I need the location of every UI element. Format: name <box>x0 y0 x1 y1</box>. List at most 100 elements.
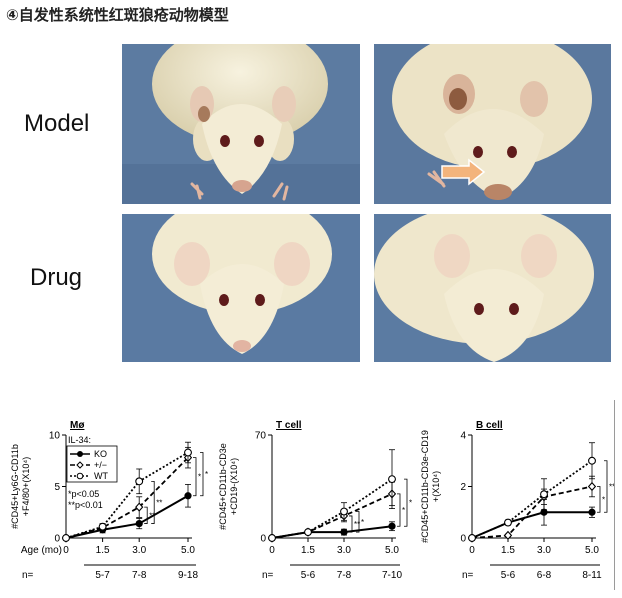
legend-marker <box>77 451 83 457</box>
legend-label: KO <box>94 449 107 459</box>
ear-lesion <box>198 106 210 122</box>
significance-note: **p<0.01 <box>68 500 103 510</box>
significance-bracket <box>597 486 601 513</box>
n-value: 5-6 <box>501 570 516 581</box>
series-line-WT <box>471 460 593 539</box>
series-line-KO <box>271 525 393 539</box>
x-tick-label: 0 <box>469 545 475 556</box>
data-point <box>504 518 512 527</box>
data-point <box>540 490 548 499</box>
significance-mark: * <box>205 470 208 479</box>
significance-note: *p<0.05 <box>68 489 99 499</box>
n-value: 7-8 <box>132 570 147 581</box>
n-value: 9-18 <box>178 570 198 581</box>
series-line-WT <box>271 478 393 539</box>
data-point <box>184 492 192 500</box>
y-tick-label: 0 <box>460 534 466 545</box>
n-value: 5-7 <box>95 570 110 581</box>
data-point <box>184 448 192 457</box>
significance-mark: * <box>409 499 412 508</box>
significance-bracket <box>356 511 360 533</box>
chart-macrophage: Mø 0 5 10 #CD45+Ly6G-CD11b+F4/80+(X10⁴) 0 1.5 3… <box>10 420 208 581</box>
significance-mark: * <box>602 495 605 504</box>
figure-heading: ④自发性系统性红斑狼疮动物模型 <box>6 6 229 24</box>
y-tick-label: 4 <box>460 431 466 442</box>
significance-mark: * <box>361 518 364 527</box>
x-tick-label: 0 <box>63 545 69 556</box>
x-axis-title: Age (mo) <box>21 545 62 556</box>
data-point <box>468 534 476 542</box>
ear-lesion <box>449 88 467 110</box>
y-tick-label: 0 <box>260 534 266 545</box>
data-point <box>340 528 348 536</box>
legend-marker <box>76 472 84 480</box>
data-point <box>135 519 143 528</box>
significance-mark: * <box>198 473 201 482</box>
x-tick-label: 3.0 <box>132 545 146 556</box>
data-point <box>540 508 548 516</box>
data-point <box>587 481 597 492</box>
panel-divider <box>614 400 615 590</box>
data-point <box>268 534 276 542</box>
significance-bracket <box>604 460 608 513</box>
chart-t-cell: T cell 0 70 #CD45+CD11b-CD3e+CD19-(X10⁴) 0 1.… <box>218 420 412 581</box>
y-tick-label: 2 <box>460 482 466 493</box>
x-tick-label: 5.0 <box>585 545 599 556</box>
mouse-photo-model-left <box>122 44 360 204</box>
x-tick-label: 5.0 <box>181 545 195 556</box>
y-axis-label: #CD45+CD11b-CD3e-CD19+(X10⁴) <box>420 430 441 543</box>
legend-title: IL-34: <box>68 435 91 445</box>
y-tick-label: 10 <box>49 431 61 442</box>
x-tick-label: 0 <box>269 545 275 556</box>
series-line-KO <box>65 494 189 539</box>
significance-bracket <box>200 452 204 497</box>
lesion-arrow-icon <box>441 158 486 186</box>
series-line-WT <box>65 451 189 539</box>
n-value: 7-10 <box>382 570 402 581</box>
data-point <box>588 456 596 465</box>
y-axis-label: #CD45+Ly6G-CD11b+F4/80+(X10⁴) <box>10 444 31 529</box>
significance-bracket <box>144 506 148 524</box>
legend-label: +/− <box>94 460 107 470</box>
data-point <box>135 477 144 486</box>
legend-marker <box>76 461 84 469</box>
n-label: n= <box>22 570 34 581</box>
significance-mark: * <box>402 506 405 515</box>
significance-mark: ** <box>354 520 360 529</box>
data-point <box>98 522 107 531</box>
chart-title: B cell <box>476 420 503 431</box>
data-point <box>503 530 513 541</box>
x-tick-label: 1.5 <box>501 545 515 556</box>
y-axis-label: #CD45+CD11b-CD3e+CD19-(X10⁴) <box>218 443 239 530</box>
x-tick-label: 3.0 <box>337 545 351 556</box>
data-point <box>588 508 596 516</box>
series-line-KO <box>471 511 592 539</box>
series-line- <box>271 493 393 539</box>
significance-mark: ** <box>149 511 155 520</box>
chart-title: T cell <box>276 420 302 431</box>
y-tick-label: 5 <box>54 482 60 493</box>
chart-b-cell: B cell 0 2 4 #CD45+CD11b-CD3e-CD19+(X10⁴) 0 1.… <box>420 420 615 581</box>
significance-bracket <box>397 493 401 527</box>
x-tick-label: 1.5 <box>301 545 315 556</box>
snout-lesion <box>484 184 512 200</box>
data-point <box>62 534 70 542</box>
x-tick-label: 5.0 <box>385 545 399 556</box>
mouse-photo-drug-left <box>122 214 360 362</box>
x-tick-label: 3.0 <box>537 545 551 556</box>
n-label: n= <box>462 570 474 581</box>
data-point <box>340 507 348 516</box>
significance-bracket <box>193 457 197 497</box>
mouse-photo-drug-right <box>374 214 611 362</box>
row-label-drug: Drug <box>30 264 83 291</box>
data-point <box>388 522 396 530</box>
y-tick-label: 0 <box>54 534 60 545</box>
significance-bracket <box>151 480 155 524</box>
data-point <box>388 475 396 484</box>
chart-title: Mø <box>70 420 85 431</box>
n-value: 7-8 <box>337 570 352 581</box>
row-label-model: Model <box>24 110 90 137</box>
series-line- <box>471 485 593 539</box>
series-line- <box>65 457 189 539</box>
n-value: 8-11 <box>582 570 602 581</box>
